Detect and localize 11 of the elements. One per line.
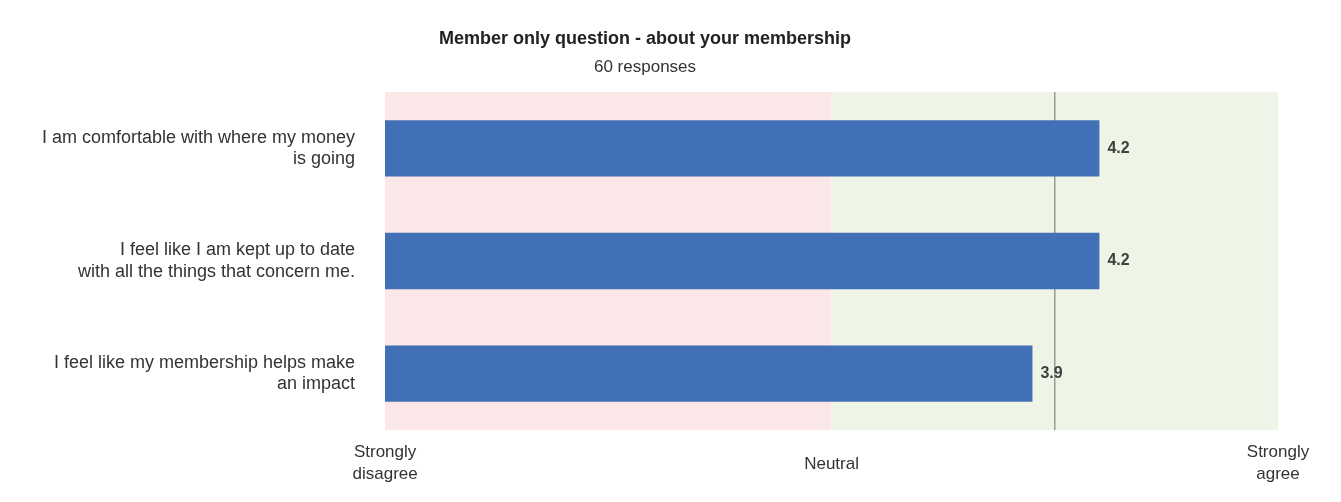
data-label: 3.9 <box>1040 364 1063 382</box>
y-tick-label: I feel like my membership helps make an impact <box>53 351 356 394</box>
chart-title: Member only question - about your membership <box>438 27 852 48</box>
text: Neutral <box>804 454 859 474</box>
y-tick-label: I feel like I am kept up to date with all the things that concern me. <box>76 239 356 281</box>
data-label: 4.2 <box>1107 138 1130 156</box>
data-label: 4.2 <box>1107 251 1130 269</box>
text: Strongly agree <box>1246 442 1310 484</box>
text: Strongly disagree <box>352 442 418 484</box>
chart-subtitle: 60 responses <box>593 57 697 77</box>
y-tick-label: I am comfortable with where my money is going <box>41 126 356 169</box>
